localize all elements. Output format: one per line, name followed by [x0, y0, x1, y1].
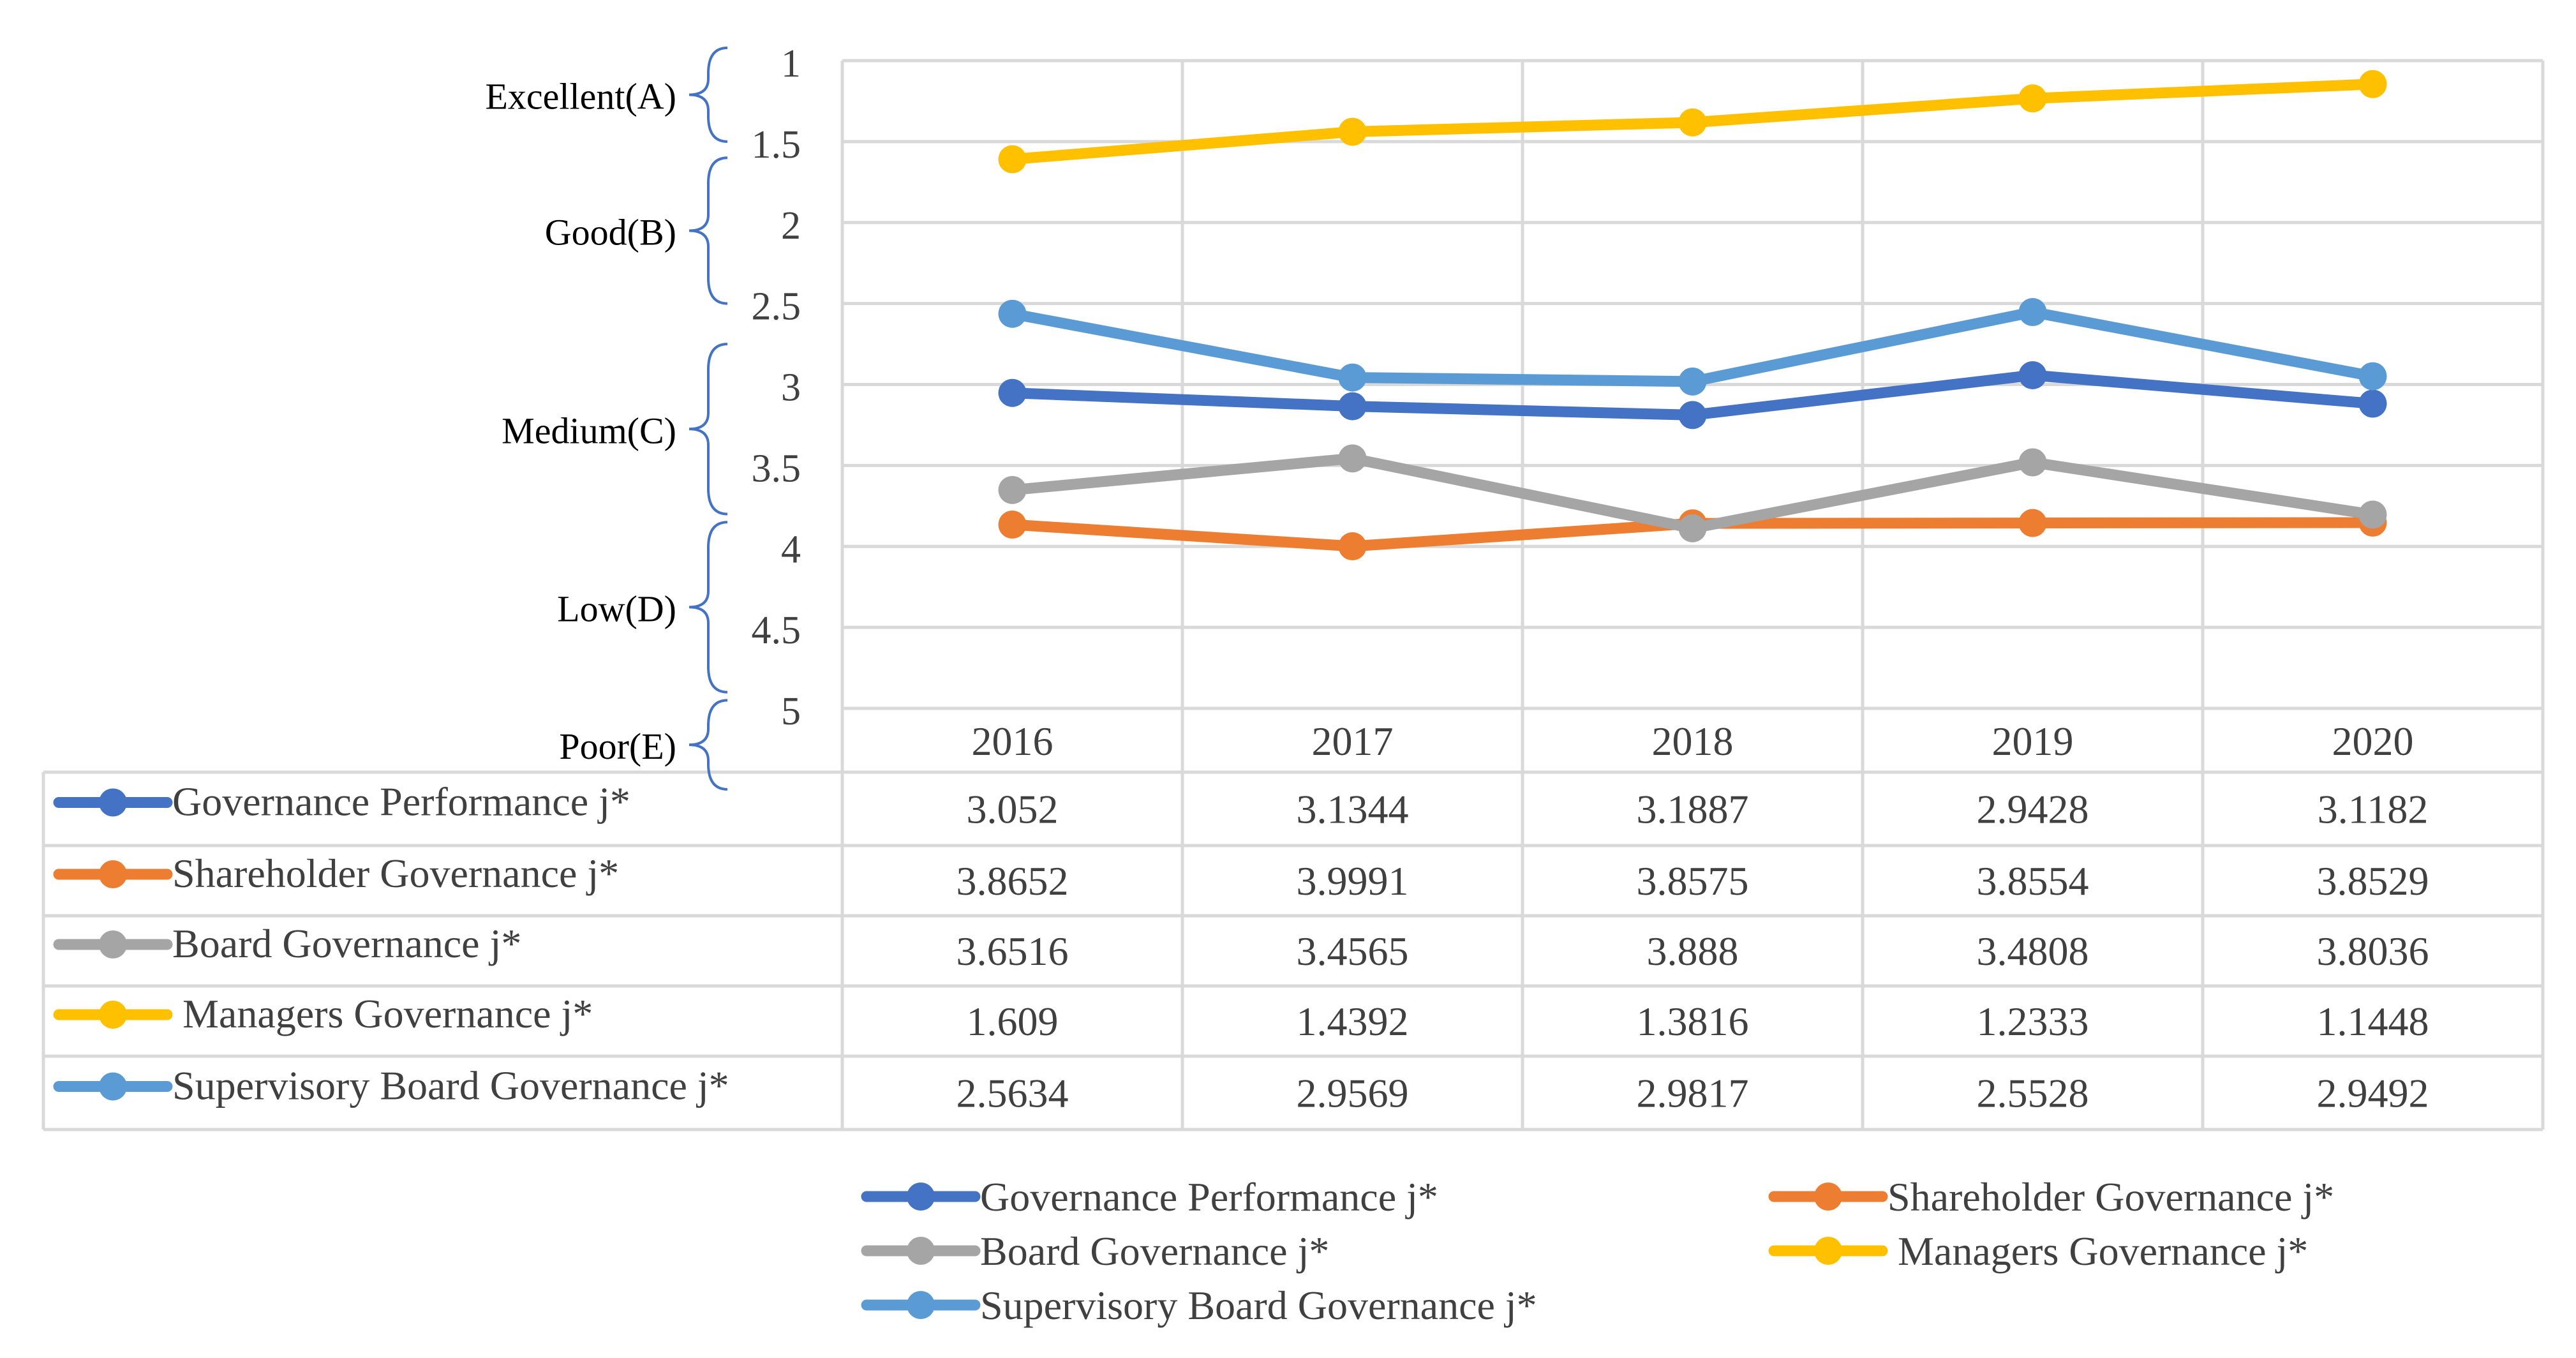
data-point	[1338, 532, 1367, 561]
table-value: 2.5634	[957, 1071, 1069, 1116]
grade-band-label: Medium(C)	[502, 410, 676, 451]
table-value: 3.8529	[2317, 858, 2429, 904]
table-legend-marker	[99, 1001, 127, 1029]
table-value: 2.5528	[1977, 1071, 2089, 1116]
data-point	[2018, 448, 2047, 477]
data-point	[998, 378, 1027, 407]
grade-brace	[689, 156, 728, 305]
y-tick-label: 4.5	[752, 609, 801, 652]
data-point	[998, 511, 1027, 539]
data-point	[1678, 401, 1707, 429]
data-point	[2018, 84, 2047, 113]
legend-marker	[907, 1237, 935, 1265]
table-value: 3.8554	[1977, 858, 2089, 904]
legend-label: Board Governance j*	[980, 1228, 1329, 1274]
table-series-name: Governance Performance j*	[172, 779, 630, 824]
table-value: 3.1344	[1297, 787, 1409, 832]
grade-brace	[689, 343, 728, 516]
grade-brace	[689, 521, 728, 694]
legend-label: Shareholder Governance j*	[1887, 1174, 2334, 1220]
x-tick-label: 2016	[972, 719, 1053, 764]
grade-band-label: Poor(E)	[559, 726, 676, 767]
data-point	[1338, 363, 1367, 392]
data-point	[998, 145, 1027, 174]
table-legend-marker	[99, 930, 127, 959]
x-tick-label: 2020	[2332, 719, 2414, 764]
table-value: 1.1448	[2317, 999, 2429, 1044]
data-point	[2358, 389, 2387, 418]
data-point	[2018, 509, 2047, 537]
table-value: 3.8036	[2317, 929, 2429, 974]
data-point	[2358, 362, 2387, 391]
y-tick-label: 4	[781, 528, 801, 571]
data-point	[1678, 367, 1707, 396]
table-value: 2.9817	[1637, 1071, 1749, 1116]
plot-area	[998, 70, 2387, 561]
data-point	[1678, 108, 1707, 137]
legend-marker	[907, 1291, 935, 1319]
data-point	[2018, 298, 2047, 327]
data-point	[1678, 514, 1707, 542]
table-legend-marker	[99, 1072, 127, 1101]
table-legend-marker	[99, 788, 127, 817]
grade-brace	[689, 47, 728, 143]
table-value: 3.8575	[1637, 858, 1749, 904]
data-point	[1338, 392, 1367, 421]
y-tick-label: 3	[781, 366, 801, 410]
legend-marker	[907, 1183, 935, 1211]
y-tick-label: 1	[781, 42, 801, 86]
y-axis: 1 1.5 2 2.5 3 3.5 4 4.5 5	[752, 42, 801, 733]
data-point	[2358, 500, 2387, 529]
table-value: 2.9428	[1977, 787, 2089, 832]
y-tick-label: 2.5	[752, 285, 801, 329]
data-point	[1338, 117, 1367, 146]
table-value: 3.6516	[957, 929, 1069, 974]
y-tick-label: 1.5	[752, 123, 801, 167]
grade-band-label: Excellent(A)	[485, 75, 676, 117]
table-value: 1.609	[967, 999, 1059, 1044]
legend-marker	[1814, 1237, 1842, 1265]
table-value: 3.4565	[1297, 929, 1409, 974]
table-series-name: Shareholder Governance j*	[172, 851, 619, 896]
x-tick-label: 2018	[1652, 719, 1734, 764]
y-tick-label: 2	[781, 204, 801, 248]
legend-label: Managers Governance j*	[1887, 1228, 2308, 1274]
table-legend-marker	[99, 860, 127, 888]
data-table: 2016 2017 2018 2019 2020 Governance Performan…	[53, 719, 2429, 1116]
grade-band-label: Low(D)	[557, 588, 676, 629]
grade-band-label: Good(B)	[545, 211, 676, 253]
gridlines	[41, 59, 2545, 1131]
table-series-name: Managers Governance j*	[172, 991, 593, 1036]
legend-label: Supervisory Board Governance j*	[980, 1283, 1537, 1328]
data-point	[2018, 361, 2047, 389]
table-series-name: Board Governance j*	[172, 921, 521, 966]
data-point	[998, 299, 1027, 328]
grade-brace	[689, 699, 728, 791]
table-series-name: Supervisory Board Governance j*	[172, 1063, 729, 1108]
table-value: 3.4808	[1977, 929, 2089, 974]
data-point	[998, 475, 1027, 504]
legend-label: Governance Performance j*	[980, 1174, 1438, 1220]
data-point	[2358, 70, 2387, 98]
table-value: 2.9569	[1297, 1071, 1409, 1116]
x-tick-label: 2019	[1992, 719, 2074, 764]
legend-marker	[1814, 1183, 1842, 1211]
table-value: 3.1182	[2318, 787, 2429, 832]
legend: Governance Performance j* Shareholder Gov…	[861, 1174, 2334, 1328]
table-value: 3.1887	[1637, 787, 1749, 832]
table-value: 1.4392	[1297, 999, 1409, 1044]
table-value: 2.9492	[2317, 1071, 2429, 1116]
table-value: 3.052	[967, 787, 1059, 832]
table-value: 1.2333	[1977, 999, 2089, 1044]
y-tick-label: 5	[781, 690, 801, 733]
x-tick-label: 2017	[1312, 719, 1394, 764]
table-value: 3.9991	[1297, 858, 1409, 904]
table-value: 1.3816	[1637, 999, 1749, 1044]
table-value: 3.888	[1647, 929, 1739, 974]
data-point	[1338, 444, 1367, 473]
y-tick-label: 3.5	[752, 447, 801, 490]
table-value: 3.8652	[957, 858, 1069, 904]
grade-bands: Excellent(A) Good(B) Medium(C) Low(D) Poor(E…	[485, 47, 728, 791]
